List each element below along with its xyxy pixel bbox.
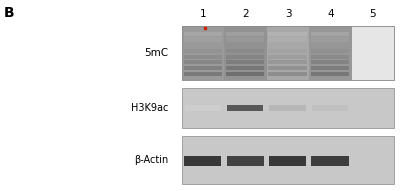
Bar (182, 88, 394, 128)
Bar (268, 43, 307, 47)
Bar (268, 37, 307, 42)
Bar (184, 60, 222, 64)
Bar (352, 26, 394, 80)
Bar (226, 49, 264, 53)
Bar (311, 55, 349, 59)
Bar (226, 55, 264, 59)
Bar (226, 32, 264, 36)
Bar (268, 49, 307, 53)
Bar (226, 156, 264, 166)
Bar (226, 60, 264, 64)
Text: B: B (4, 6, 15, 20)
Bar (311, 32, 349, 36)
Bar (268, 60, 307, 64)
Bar (268, 55, 307, 59)
Bar (184, 156, 222, 166)
Bar (269, 105, 306, 111)
Bar (184, 105, 221, 111)
Bar (226, 37, 264, 42)
Bar (184, 32, 222, 36)
Text: 1: 1 (200, 9, 206, 19)
Bar (184, 55, 222, 59)
Bar (182, 26, 224, 80)
Bar (311, 37, 349, 42)
Bar (267, 26, 309, 80)
Bar (184, 43, 222, 47)
Bar (184, 72, 222, 76)
Bar (311, 60, 349, 64)
Text: 4: 4 (327, 9, 334, 19)
Bar (184, 37, 222, 42)
Bar (226, 43, 264, 47)
Bar (226, 66, 264, 70)
Bar (224, 26, 267, 80)
Bar (268, 66, 307, 70)
Bar (311, 66, 349, 70)
Text: 5: 5 (370, 9, 376, 19)
Bar (227, 105, 264, 111)
Bar (182, 136, 394, 184)
Text: 3: 3 (285, 9, 291, 19)
Bar (309, 26, 352, 80)
Bar (182, 26, 394, 80)
Text: β-Actin: β-Actin (134, 155, 168, 165)
Bar (311, 49, 349, 53)
Bar (184, 66, 222, 70)
Bar (226, 72, 264, 76)
Text: H3K9ac: H3K9ac (131, 103, 168, 113)
Bar (311, 156, 349, 166)
Bar (268, 32, 307, 36)
Bar (184, 49, 222, 53)
Bar (312, 105, 348, 111)
Text: 5mC: 5mC (144, 48, 168, 58)
Bar (311, 72, 349, 76)
Bar (311, 43, 349, 47)
Bar (268, 72, 307, 76)
Text: 2: 2 (242, 9, 249, 19)
Bar (269, 156, 306, 166)
Bar (182, 26, 394, 80)
